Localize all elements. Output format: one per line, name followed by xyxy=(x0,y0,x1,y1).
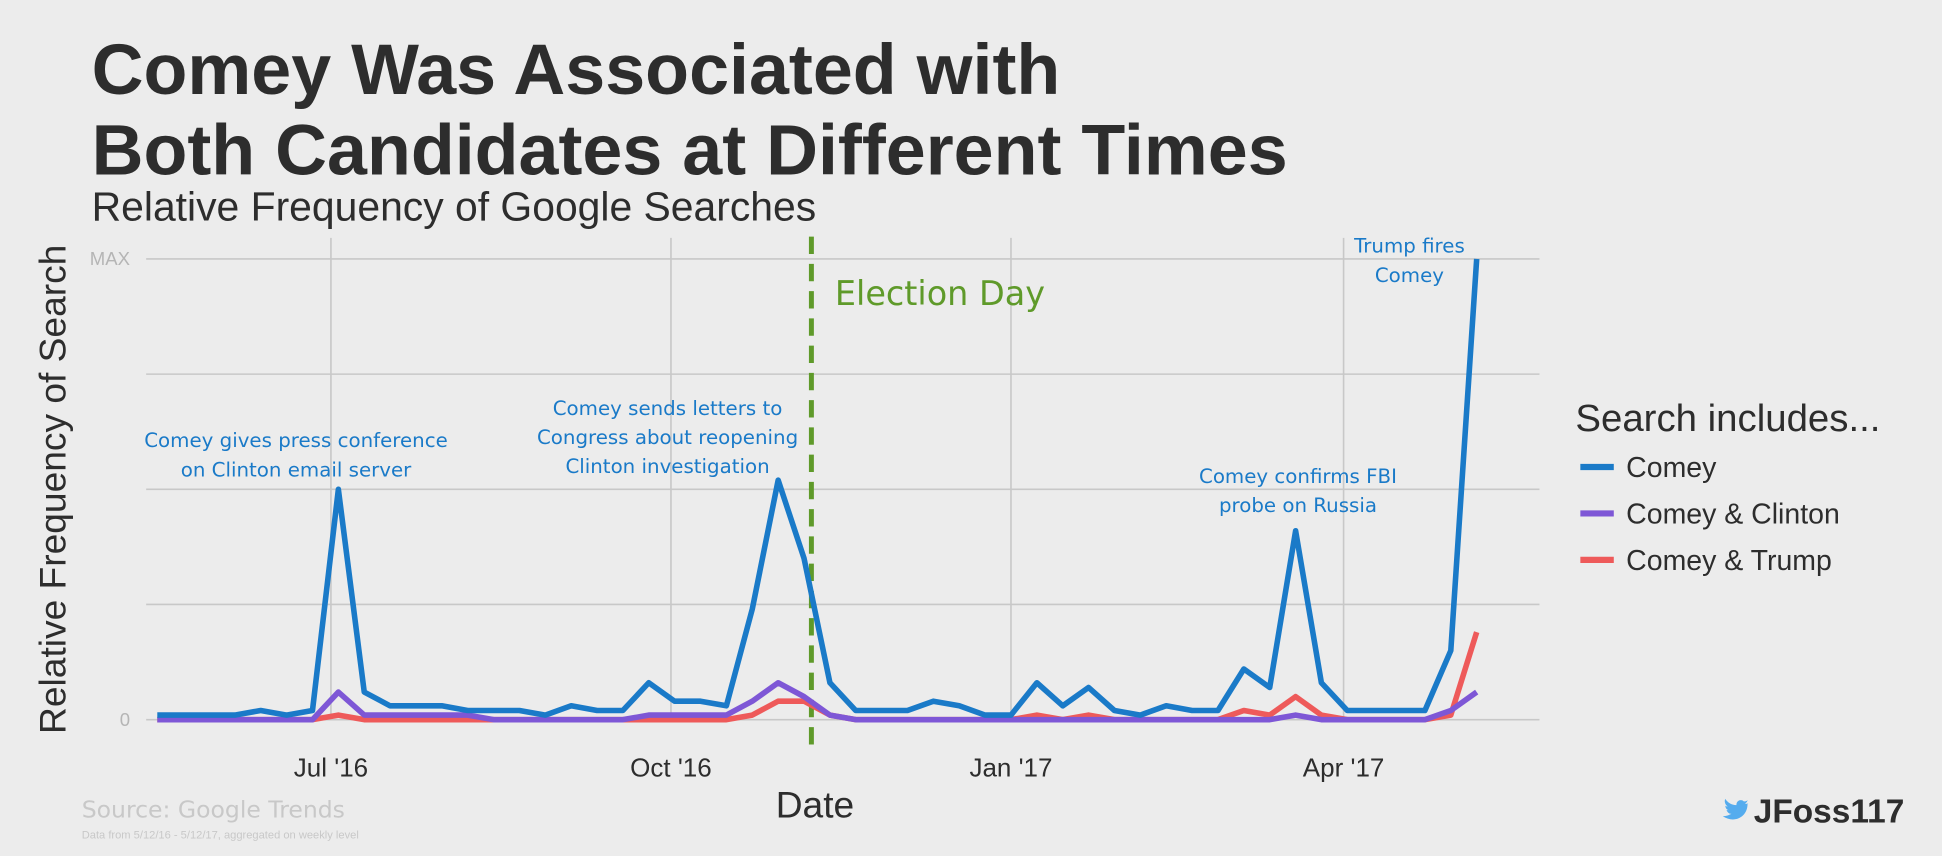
legend-label: Comey & Clinton xyxy=(1626,498,1840,530)
annotation: Comey gives press conference xyxy=(144,429,448,452)
x-tick-label: Apr '17 xyxy=(1303,753,1385,783)
annotation: Trump fires xyxy=(1353,235,1465,258)
event-label: Election Day xyxy=(835,274,1045,313)
x-tick-label: Oct '16 xyxy=(630,753,712,783)
annotation: on Clinton email server xyxy=(181,458,412,481)
annotation: Comey sends letters to xyxy=(553,397,783,420)
y-tick-label: 0 xyxy=(120,709,130,730)
x-tick-label: Jul '16 xyxy=(294,753,368,783)
series-line xyxy=(157,258,1480,718)
handle: JFoss117 xyxy=(1754,793,1905,830)
x-axis-label: Date xyxy=(776,784,854,826)
x-tick-label: Jan '17 xyxy=(969,753,1052,783)
y-axis-label: Relative Frequency of Search xyxy=(32,245,74,734)
legend-label: Comey & Trump xyxy=(1626,545,1832,577)
annotation: Comey confirms FBI xyxy=(1199,465,1397,488)
annotation: Comey xyxy=(1375,264,1444,287)
note: Data from 5/12/16 - 5/12/17, aggregated … xyxy=(82,830,359,842)
twitter-icon xyxy=(1722,798,1749,820)
chart-title: Both Candidates at Different Times xyxy=(92,111,1288,191)
legend-label: Comey xyxy=(1626,452,1717,484)
annotation: Clinton investigation xyxy=(565,455,769,478)
annotation: probe on Russia xyxy=(1219,494,1377,517)
chart-title: Comey Was Associated with xyxy=(92,30,1061,110)
legend-title: Search includes... xyxy=(1575,397,1880,440)
chart-subtitle: Relative Frequency of Google Searches xyxy=(92,184,817,230)
y-tick-label: MAX xyxy=(90,248,130,269)
series-line xyxy=(157,679,1479,723)
annotation: Congress about reopening xyxy=(537,426,798,449)
source: Source: Google Trends xyxy=(82,796,345,824)
